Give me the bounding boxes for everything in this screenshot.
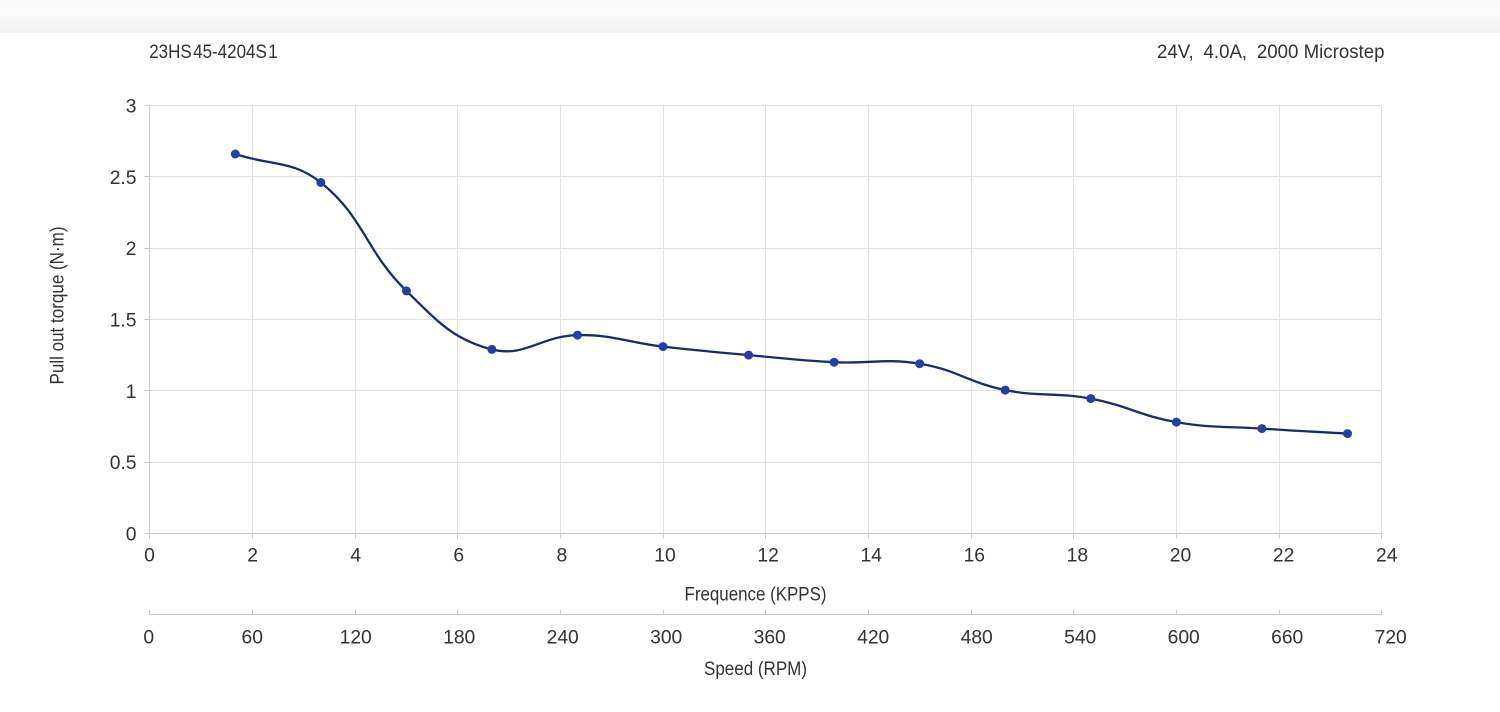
svg-text:Speed (RPM): Speed (RPM) [704, 658, 807, 680]
svg-text:1: 1 [126, 382, 137, 403]
svg-text:540: 540 [1064, 628, 1096, 649]
svg-text:0: 0 [143, 628, 154, 649]
svg-text:1.5: 1.5 [110, 311, 137, 332]
svg-text:180: 180 [443, 628, 475, 649]
svg-text:23HS 45-4204S 1: 23HS 45-4204S 1 [149, 41, 278, 63]
svg-text:420: 420 [857, 628, 889, 649]
svg-text:24V, 4.0A, 2000 Microstep: 24V, 4.0A, 2000 Microstep [1157, 41, 1385, 63]
svg-text:22: 22 [1273, 546, 1294, 567]
svg-text:18: 18 [1067, 546, 1088, 567]
svg-text:24: 24 [1376, 546, 1398, 567]
svg-text:0: 0 [144, 546, 155, 567]
svg-text:2: 2 [247, 546, 258, 567]
svg-text:720: 720 [1375, 628, 1407, 649]
svg-text:2.5: 2.5 [110, 168, 137, 189]
svg-text:Pull out torque (N·m): Pull out torque (N·m) [47, 227, 69, 385]
svg-text:16: 16 [964, 546, 985, 567]
svg-text:3: 3 [126, 97, 137, 118]
svg-text:20: 20 [1170, 546, 1191, 567]
svg-text:12: 12 [757, 546, 778, 567]
svg-text:Frequence (KPPS): Frequence (KPPS) [685, 584, 827, 606]
svg-text:10: 10 [654, 546, 675, 567]
svg-text:6: 6 [453, 546, 464, 567]
svg-text:240: 240 [547, 628, 579, 649]
svg-text:480: 480 [961, 628, 993, 649]
svg-text:360: 360 [754, 628, 786, 649]
svg-text:8: 8 [557, 546, 568, 567]
svg-text:300: 300 [650, 628, 682, 649]
svg-text:0.5: 0.5 [110, 453, 137, 474]
svg-text:660: 660 [1271, 628, 1303, 649]
svg-text:120: 120 [340, 628, 372, 649]
svg-text:60: 60 [241, 628, 262, 649]
svg-text:14: 14 [860, 546, 882, 567]
svg-text:4: 4 [350, 546, 361, 567]
svg-text:2: 2 [126, 239, 137, 260]
svg-text:600: 600 [1168, 628, 1200, 649]
svg-text:0: 0 [126, 524, 137, 545]
